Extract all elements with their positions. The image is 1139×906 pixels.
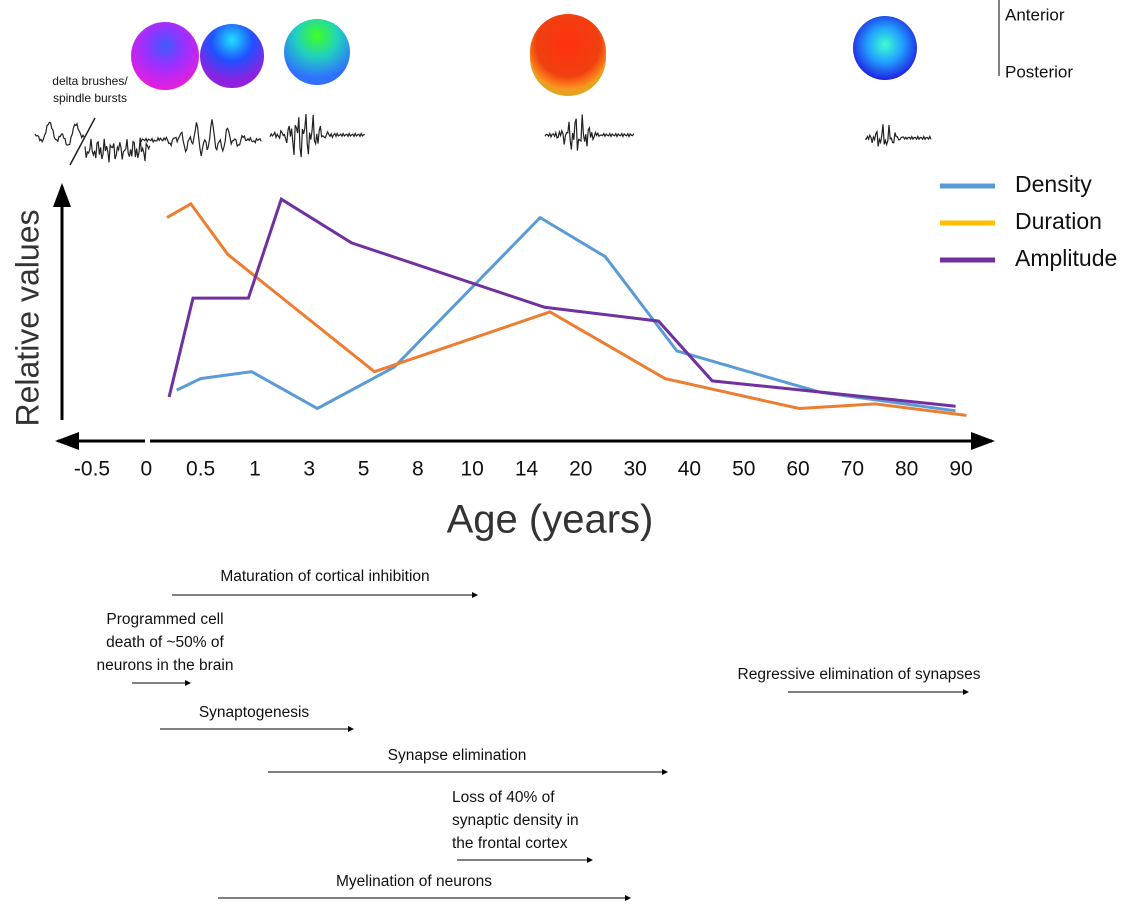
annotation-text: Maturation of cortical inhibition bbox=[220, 568, 429, 585]
anterior-label: Anterior bbox=[1005, 5, 1065, 24]
legend-label: Density bbox=[1015, 171, 1092, 197]
annotation-text: Programmed cell bbox=[106, 611, 223, 628]
eeg-trace bbox=[545, 114, 634, 150]
x-tick-label: 50 bbox=[732, 458, 755, 481]
x-tick-label: 8 bbox=[412, 458, 424, 481]
legend-label: Duration bbox=[1015, 208, 1102, 234]
eeg-trace bbox=[270, 114, 365, 157]
annotation-text: Loss of 40% of bbox=[452, 789, 555, 806]
annotation-text: the frontal cortex bbox=[452, 835, 568, 852]
brain-maps bbox=[131, 14, 917, 96]
x-tick-label: 80 bbox=[895, 458, 918, 481]
eeg-trace bbox=[865, 124, 931, 146]
x-tick-label: 3 bbox=[303, 458, 315, 481]
series-line bbox=[177, 218, 956, 411]
annotation-text: Synaptogenesis bbox=[199, 704, 310, 721]
annotation-text: synaptic density in bbox=[452, 812, 579, 829]
x-tick-label: 30 bbox=[623, 458, 646, 481]
x-axis-label: Age (years) bbox=[447, 498, 654, 542]
eeg-traces bbox=[35, 114, 931, 165]
eeg-trace bbox=[85, 138, 150, 163]
eeg-label: delta brushes/spindle bursts bbox=[52, 74, 128, 105]
legend-label: Amplitude bbox=[1015, 245, 1117, 271]
annotation-text: Synapse elimination bbox=[388, 747, 527, 764]
x-tick-label: 90 bbox=[949, 458, 972, 481]
x-tick-label: 40 bbox=[678, 458, 701, 481]
annotation-text: Regressive elimination of synapses bbox=[738, 666, 981, 683]
posterior-label: Posterior bbox=[1005, 62, 1073, 81]
x-tick-label: 5 bbox=[358, 458, 370, 481]
chart: Anterior Posterior delta brushes/spindle… bbox=[0, 0, 1139, 901]
annotation-text: death of ~50% of bbox=[106, 634, 224, 651]
x-tick-label: 70 bbox=[841, 458, 864, 481]
x-tick-label: 0 bbox=[140, 458, 152, 481]
eeg-trace bbox=[35, 122, 84, 145]
x-tick-label: 14 bbox=[515, 458, 539, 481]
x-tick-label: 1 bbox=[249, 458, 261, 481]
annotation-text: Myelination of neurons bbox=[336, 873, 492, 890]
x-tick-label: 20 bbox=[569, 458, 592, 481]
annotation-text: neurons in the brain bbox=[96, 657, 233, 674]
x-tick-label: 0.5 bbox=[186, 458, 215, 481]
x-tick-label: -0.5 bbox=[74, 458, 110, 481]
x-tick-label: 60 bbox=[786, 458, 809, 481]
x-tick-label: 10 bbox=[461, 458, 484, 481]
y-axis-label: Relative values bbox=[9, 210, 45, 427]
eeg-trace bbox=[140, 119, 261, 156]
